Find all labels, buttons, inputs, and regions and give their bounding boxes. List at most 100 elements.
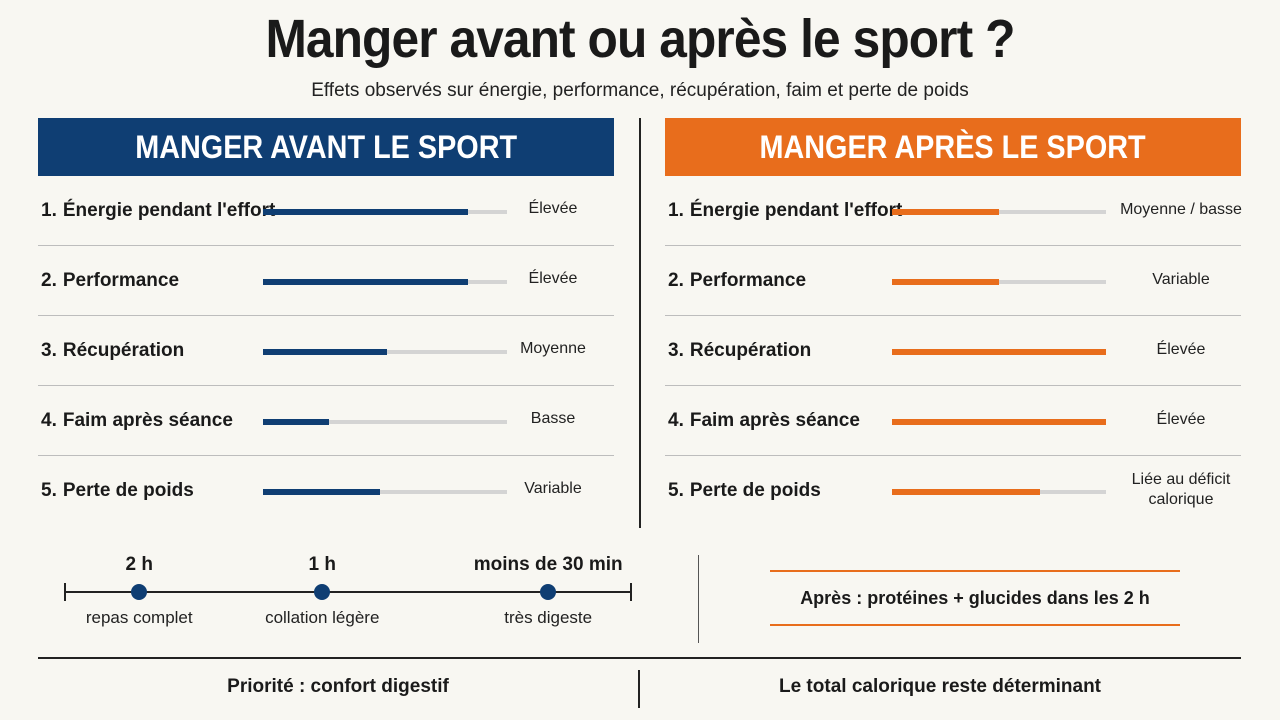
timeline-desc: très digeste	[504, 608, 593, 627]
row-value: Élevée	[528, 270, 578, 287]
row-number: 1.	[41, 200, 57, 221]
comparison-row: 3. Récupération Élevée	[665, 316, 1241, 386]
level-bar-track	[892, 279, 1106, 285]
after-note-bottom-rule	[770, 624, 1180, 626]
timeline-time: moins de 30 min	[473, 554, 623, 575]
level-bar-track	[892, 419, 1106, 425]
row-label-text: Faim après séance	[62, 410, 233, 431]
timeline-dot	[314, 584, 331, 600]
timeline-start-cap	[64, 583, 66, 601]
row-label: 4. Faim après séance	[668, 410, 860, 432]
level-bar-track	[892, 489, 1106, 495]
row-value: Moyenne	[520, 340, 586, 357]
center-divider	[639, 118, 641, 528]
level-bar-fill	[892, 349, 1106, 355]
after-heading: MANGER APRÈS LE SPORT	[665, 118, 1241, 176]
row-number: 1.	[668, 200, 684, 221]
row-label: 1. Énergie pendant l'effort	[41, 200, 275, 222]
row-label-text: Performance	[689, 270, 807, 291]
comparison-row: 1. Énergie pendant l'effort Élevée	[38, 176, 614, 246]
comparison-row: 4. Faim après séance Basse	[38, 386, 614, 456]
page-subtitle: Effets observés sur énergie, performance…	[311, 80, 969, 101]
before-rows: 1. Énergie pendant l'effort Élevée 2. Perfor…	[38, 176, 614, 526]
row-value: Basse	[530, 410, 576, 427]
comparison-row: 2. Performance Variable	[665, 246, 1241, 316]
row-label-text: Énergie pendant l'effort	[689, 200, 903, 221]
row-value: Élevée	[1156, 411, 1206, 428]
level-bar-fill	[263, 279, 468, 285]
after-panel: MANGER APRÈS LE SPORT 1. Énergie pendant …	[665, 118, 1242, 526]
row-label-text: Récupération	[62, 340, 185, 361]
level-bar-fill	[892, 419, 1106, 425]
footer-rule	[38, 657, 1241, 659]
level-bar-fill	[263, 349, 388, 355]
comparison-row: 5. Perte de poids Liée au déficit caloriqu…	[665, 456, 1241, 526]
meal-timing-timeline: 2 h repas complet 1 h collation légère moins…	[62, 550, 634, 640]
level-bar-track	[892, 209, 1106, 215]
timeline-desc: repas complet	[85, 608, 193, 627]
comparison-row: 3. Récupération Moyenne	[38, 316, 614, 386]
row-number: 2.	[668, 270, 684, 291]
row-number: 3.	[668, 340, 684, 361]
before-panel: MANGER AVANT LE SPORT 1. Énergie pendant …	[38, 118, 614, 526]
before-heading: MANGER AVANT LE SPORT	[38, 118, 614, 176]
comparison-row: 5. Perte de poids Variable	[38, 456, 614, 526]
row-value: Variable	[524, 480, 582, 497]
row-label: 5. Perte de poids	[668, 480, 821, 502]
level-bar-track	[892, 349, 1106, 355]
timeline-time: 1 h	[308, 554, 336, 575]
after-rows: 1. Énergie pendant l'effort Moyenne / bass…	[665, 176, 1242, 526]
comparison-row: 1. Énergie pendant l'effort Moyenne / bass…	[665, 176, 1242, 246]
row-label-text: Perte de poids	[689, 480, 821, 501]
row-label-text: Récupération	[689, 340, 812, 361]
level-bar-track	[263, 279, 507, 285]
level-bar-fill	[263, 489, 381, 495]
timeline-axis	[64, 591, 632, 593]
row-number: 5.	[668, 480, 684, 501]
level-bar-fill	[892, 279, 999, 285]
level-bar-track	[263, 419, 507, 425]
level-bar-track	[263, 209, 507, 215]
row-number: 2.	[41, 270, 57, 291]
row-label: 2. Performance	[668, 270, 806, 292]
timeline-desc: collation légère	[265, 608, 380, 627]
level-bar-fill	[892, 489, 1040, 495]
row-label-text: Faim après séance	[689, 410, 860, 431]
lower-divider	[698, 555, 699, 643]
row-label: 5. Perte de poids	[41, 480, 194, 502]
footer-right-text: Le total calorique reste déterminant	[778, 676, 1102, 697]
comparison-row: 2. Performance Élevée	[38, 246, 614, 316]
level-bar-fill	[892, 209, 999, 215]
row-number: 5.	[41, 480, 57, 501]
timeline-end-cap	[630, 583, 632, 601]
timeline-dot	[540, 584, 557, 600]
after-note: Après : protéines + glucides dans les 2 …	[800, 588, 1150, 608]
page-title: Manger avant ou après le sport ?	[265, 9, 1015, 69]
row-value: Liée au déficit calorique	[1131, 471, 1231, 508]
row-number: 4.	[668, 410, 684, 431]
row-value: Élevée	[528, 200, 578, 217]
row-label: 3. Récupération	[668, 340, 811, 362]
row-value: Élevée	[1156, 341, 1206, 358]
footer-divider	[638, 670, 640, 708]
row-label-text: Perte de poids	[62, 480, 194, 501]
row-number: 3.	[41, 340, 57, 361]
timeline-time: 2 h	[125, 554, 153, 575]
level-bar-track	[263, 489, 507, 495]
level-bar-track	[263, 349, 507, 355]
footer-left-text: Priorité : confort digestif	[227, 676, 449, 697]
row-label: 3. Récupération	[41, 340, 184, 362]
after-note-top-rule	[770, 570, 1180, 572]
row-value: Variable	[1152, 271, 1210, 288]
row-label-text: Performance	[62, 270, 180, 291]
row-label: 2. Performance	[41, 270, 179, 292]
comparison-row: 4. Faim après séance Élevée	[665, 386, 1241, 456]
row-value: Moyenne / basse	[1120, 201, 1242, 218]
level-bar-fill	[263, 209, 468, 215]
row-number: 4.	[41, 410, 57, 431]
row-label-text: Énergie pendant l'effort	[62, 200, 276, 221]
row-label: 1. Énergie pendant l'effort	[668, 200, 902, 222]
timeline-dot	[131, 584, 148, 600]
row-label: 4. Faim après séance	[41, 410, 233, 432]
level-bar-fill	[263, 419, 329, 425]
